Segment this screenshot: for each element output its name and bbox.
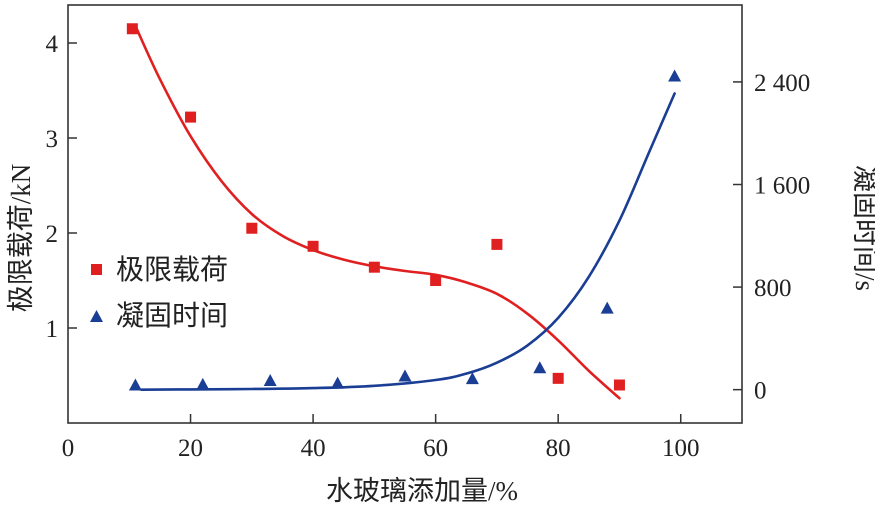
time-fit-line <box>140 92 676 391</box>
legend: 极限载荷 凝固时间 <box>90 254 228 332</box>
load-point <box>126 23 138 35</box>
load-fit-line <box>134 24 621 400</box>
load-point <box>491 238 503 250</box>
right-tick-label: 2 400 <box>754 70 810 97</box>
left-tick-label: 3 <box>46 126 59 153</box>
left-tick-label: 4 <box>46 31 59 58</box>
x-axis-title: 水玻璃添加量/% <box>326 476 518 506</box>
x-tick-label: 80 <box>546 435 571 462</box>
x-tick-label: 20 <box>178 435 203 462</box>
right-tick-label: 1 600 <box>754 173 810 200</box>
load-point <box>430 275 442 286</box>
x-tick-label: 0 <box>62 435 75 462</box>
time-point <box>533 361 547 374</box>
time-point <box>263 374 277 387</box>
data-points <box>126 23 682 391</box>
time-point <box>600 301 614 314</box>
load-point <box>307 240 319 252</box>
fit-curves <box>134 24 676 400</box>
legend-label-load: 极限载荷 <box>116 254 228 286</box>
right-tick-label: 0 <box>754 378 767 405</box>
time-point <box>398 369 412 382</box>
legend-marker-load <box>91 264 102 275</box>
load-point <box>185 111 197 123</box>
time-point <box>128 378 142 391</box>
x-tick-label: 40 <box>301 435 326 462</box>
time-point <box>196 377 210 390</box>
legend-marker-time <box>90 310 103 322</box>
time-point <box>331 376 345 389</box>
left-tick-label: 2 <box>46 221 59 248</box>
plot-frame <box>67 4 743 424</box>
right-axis-title: 凝固时间/s <box>850 165 875 291</box>
load-point <box>552 372 564 384</box>
left-axis-title: 极限载荷/kN <box>6 164 36 313</box>
load-point <box>613 379 625 391</box>
load-point <box>246 222 258 234</box>
x-tick-label: 60 <box>423 435 448 462</box>
legend-label-time: 凝固时间 <box>116 300 228 332</box>
left-tick-label: 1 <box>46 316 59 343</box>
right-tick-label: 800 <box>754 275 792 302</box>
time-point <box>465 372 479 385</box>
time-point <box>668 69 682 82</box>
x-tick-label: 100 <box>662 435 700 462</box>
load-point <box>368 261 380 273</box>
